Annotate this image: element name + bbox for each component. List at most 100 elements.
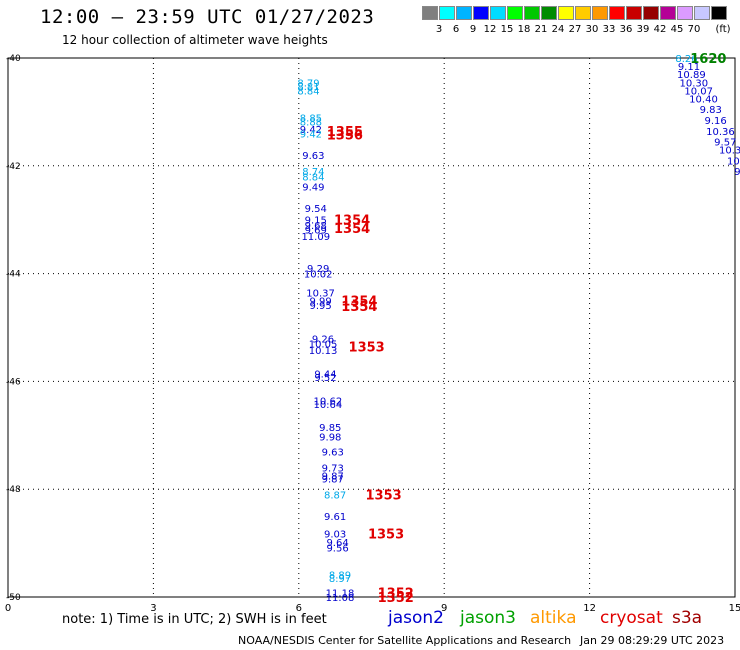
- pass-time-label: 1353: [349, 340, 385, 355]
- y-tick-label: -48: [6, 485, 21, 495]
- timestamp: Jan 29 08:29:29 UTC 2023: [580, 634, 725, 647]
- pass-time-label: 1356: [327, 129, 363, 144]
- pass-time-label: 1353: [368, 527, 404, 542]
- scale-label: 21: [534, 24, 548, 35]
- wave-height-label: 9.16: [704, 116, 726, 127]
- pass-time-label: 1354: [334, 214, 370, 229]
- x-tick-label: 12: [583, 603, 596, 614]
- wave-height-label: 9.95: [309, 301, 331, 312]
- scale-swatch: [507, 6, 523, 20]
- pass-time-label: 1354: [334, 222, 370, 237]
- wave-height-label: 8.85: [300, 113, 322, 124]
- scale-swatch: [558, 6, 574, 20]
- wave-height-label: 10.13: [309, 346, 338, 357]
- wave-height-label: 9.54: [305, 204, 327, 215]
- wave-height-label: 10.: [727, 156, 740, 167]
- scale-label: 45: [670, 24, 684, 35]
- x-tick-label: 6: [296, 603, 302, 614]
- scale-swatch: [473, 6, 489, 20]
- satellite-name: altika: [530, 608, 577, 628]
- page-subtitle: 12 hour collection of altimeter wave hei…: [62, 33, 328, 47]
- scale-swatch: [694, 6, 710, 20]
- scale-label: 42: [653, 24, 667, 35]
- satellite-name: cryosat: [600, 608, 663, 628]
- wave-height-label: 8.26: [675, 54, 697, 65]
- wave-height-label: 10.62: [314, 396, 343, 407]
- scale-label: 30: [585, 24, 599, 35]
- scale-swatch: [439, 6, 455, 20]
- wave-height-label: 8.89: [329, 570, 351, 581]
- wave-height-label: 9.56: [326, 543, 348, 554]
- scale-swatch: [711, 6, 727, 20]
- wave-height-label: 10.64: [314, 400, 343, 411]
- wave-height-label: 9.68: [305, 221, 327, 232]
- wave-height-label: 8.74: [302, 167, 324, 178]
- scale-label: 9: [469, 24, 477, 35]
- pass-time-label: 1352: [378, 587, 414, 602]
- wave-height-label: 10.30: [679, 78, 708, 89]
- scale-swatch: [456, 6, 472, 20]
- wave-height-label: 9.42: [300, 129, 322, 140]
- wave-height-label: 10.05: [309, 340, 338, 351]
- y-tick-label: -50: [6, 593, 21, 603]
- x-tick-label: 0: [5, 603, 11, 614]
- scale-unit: (ft): [715, 24, 731, 35]
- pass-time-label: 1620: [690, 52, 726, 67]
- wave-height-label: 10.02: [304, 270, 333, 281]
- y-tick-label: -46: [6, 377, 21, 387]
- scale-swatch: [422, 6, 438, 20]
- x-tick-label: 9: [441, 603, 447, 614]
- satellite-name: jason2: [388, 608, 444, 628]
- wave-height-label: 8.97: [329, 574, 351, 585]
- wave-height-label: 9.15: [305, 216, 327, 227]
- wave-height-label: 11.09: [301, 232, 330, 243]
- wave-height-label: 9.64: [326, 538, 348, 549]
- y-tick-label: -42: [6, 162, 21, 172]
- page-title: 12:00 – 23:59 UTC 01/27/2023: [40, 6, 375, 28]
- wave-height-label: 10.89: [677, 70, 706, 81]
- pass-time-label: 1355: [327, 125, 363, 140]
- scale-swatch: [541, 6, 557, 20]
- wave-height-label: 8.88: [300, 118, 322, 129]
- scale-label: 6: [452, 24, 460, 35]
- wave-height-label: 8.84: [302, 173, 324, 184]
- wave-height-label: 10.07: [684, 86, 713, 97]
- wave-height-label: 9.63: [322, 447, 344, 458]
- scale-swatch: [660, 6, 676, 20]
- pass-time-label: 1354: [341, 300, 377, 315]
- wave-height-label: 9.83: [700, 105, 722, 116]
- wave-height-label: 8.79: [297, 78, 319, 89]
- wave-height-label: 9.49: [302, 182, 324, 193]
- credit-text: NOAA/NESDIS Center for Satellite Applica…: [238, 634, 572, 647]
- wave-height-label: 10.37: [306, 288, 335, 299]
- satellite-name: s3a: [672, 608, 703, 628]
- scale-swatch: [643, 6, 659, 20]
- scale-label: 33: [602, 24, 616, 35]
- scale-label: 3: [435, 24, 443, 35]
- pass-time-label: 1353: [366, 489, 402, 504]
- note-text: note: 1) Time is in UTC; 2) SWH is in fe…: [62, 612, 327, 627]
- wave-height-label: 9.63: [302, 151, 324, 162]
- map-frame: [7, 57, 736, 598]
- wave-height-label: 9.87: [322, 472, 344, 483]
- scale-swatch: [490, 6, 506, 20]
- wave-height-label: 9.99: [309, 297, 331, 308]
- scale-label: 70: [687, 24, 701, 35]
- wave-height-label: 9.03: [324, 529, 346, 540]
- wave-height-label: 10.3: [719, 146, 740, 157]
- x-tick-label: 3: [150, 603, 156, 614]
- pass-time-label: 1352: [378, 591, 414, 606]
- wave-height-label: 11.08: [326, 593, 355, 604]
- wave-height-label: 10.36: [706, 127, 735, 138]
- scale-label: 18: [517, 24, 531, 35]
- wave-height-label: 9: [734, 167, 740, 178]
- wave-height-label: 9.52: [314, 373, 336, 384]
- wave-height-label: 9.85: [319, 423, 341, 434]
- wave-height-label: 9.61: [324, 512, 346, 523]
- wave-height-label: 9.11: [678, 62, 700, 73]
- wave-height-label: 9.98: [319, 432, 341, 443]
- wave-height-label: 8.81: [297, 82, 319, 93]
- wave-height-label: 9.69: [305, 225, 327, 236]
- pass-time-label: 1354: [341, 295, 377, 310]
